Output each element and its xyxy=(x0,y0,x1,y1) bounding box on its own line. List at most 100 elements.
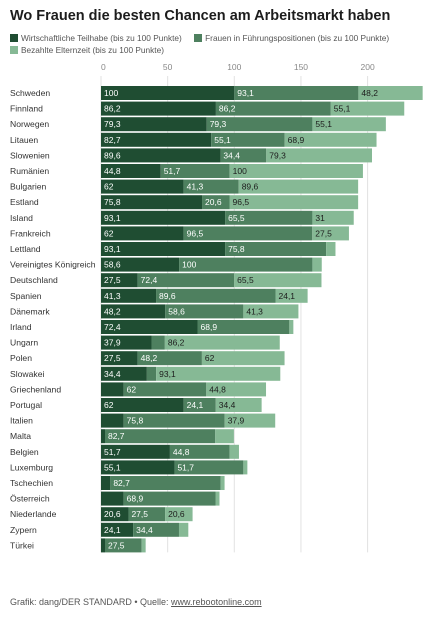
bar-segment xyxy=(101,460,175,475)
bar-segment xyxy=(156,288,276,303)
category-label-polen: Polen xyxy=(10,353,32,363)
legend-item-wirtschaftliche-teilhabe: Wirtschaftliche Teilhabe (bis zu 100 Pun… xyxy=(10,32,182,44)
legend-swatch xyxy=(10,46,18,54)
bar-value-label: 55,1 xyxy=(315,119,332,129)
bar-segment xyxy=(104,429,216,444)
category-label-island: Island xyxy=(10,213,33,223)
category-label-spanien: Spanien xyxy=(10,291,42,301)
source-link[interactable]: www.rebootonline.com xyxy=(171,597,262,607)
bar-value-label: 20,6 xyxy=(168,509,185,519)
legend-label: Wirtschaftliche Teilhabe (bis zu 100 Pun… xyxy=(21,33,182,43)
bar-segment xyxy=(123,491,216,506)
legend-label: Frauen in Führungspositionen (bis zu 100… xyxy=(205,33,390,43)
bar-segment xyxy=(174,460,244,475)
chart-title: Wo Frauen die besten Chancen am Arbeitsm… xyxy=(10,8,391,24)
bar-value-label: 34,4 xyxy=(219,400,236,410)
legend-swatch xyxy=(194,34,203,42)
category-label-irland: Irland xyxy=(10,322,32,332)
bar-value-label: 62 xyxy=(127,384,137,394)
bar-value-label: 100 xyxy=(104,88,118,98)
bar-segment xyxy=(101,226,184,241)
bar-value-label: 55,1 xyxy=(104,462,121,472)
bar-segment xyxy=(229,444,239,459)
bar-segment xyxy=(160,164,230,178)
bar-segment xyxy=(101,398,184,412)
bar-value-label: 93,1 xyxy=(237,88,254,98)
bar-value-label: 72,4 xyxy=(104,322,121,332)
bar-segment xyxy=(101,257,180,272)
bar-segment xyxy=(101,351,138,366)
category-label-malta: Malta xyxy=(10,431,31,441)
bar-segment xyxy=(243,460,248,475)
bar-value-label: 27,5 xyxy=(108,540,125,550)
bar-value-label: 58,6 xyxy=(104,260,121,270)
bar-value-label: 79,3 xyxy=(210,119,227,129)
bar-segment xyxy=(101,101,216,116)
bar-segment xyxy=(330,101,405,116)
bar-segment xyxy=(101,210,226,225)
bar-value-label: 62 xyxy=(104,182,114,192)
category-label-luxemburg: Luxemburg xyxy=(10,462,53,472)
bar-value-label: 31 xyxy=(315,213,325,223)
bar-value-label: 100 xyxy=(182,260,196,270)
bar-value-label: 96,5 xyxy=(233,197,250,207)
bar-value-label: 86,2 xyxy=(168,338,185,348)
category-label-ungarn: Ungarn xyxy=(10,338,38,348)
bar-value-label: 68,9 xyxy=(288,135,305,145)
bar-segment xyxy=(101,242,226,256)
x-tick-label: 0 xyxy=(101,62,106,72)
footer-credit: Grafik: dang/DER STANDARD • Quelle: www.… xyxy=(10,597,262,607)
bar-value-label: 75,8 xyxy=(228,244,245,254)
bar-value-label: 37,9 xyxy=(228,416,245,426)
bar-value-label: 93,1 xyxy=(159,369,176,379)
bar-segment xyxy=(165,304,244,319)
bar-value-label: 72,4 xyxy=(141,275,158,285)
bar-segment xyxy=(123,382,207,397)
bar-value-label: 48,2 xyxy=(361,88,378,98)
legend-swatch xyxy=(10,34,18,42)
bar-segment xyxy=(101,86,235,100)
bar-value-label: 41,3 xyxy=(246,306,263,316)
bar-value-label: 65,5 xyxy=(237,275,254,285)
bar-segment xyxy=(289,320,294,334)
bar-segment xyxy=(151,335,165,350)
bar-value-label: 27,5 xyxy=(104,353,121,363)
category-label-griechenland: Griechenland xyxy=(10,384,61,394)
category-label-deutschland: Deutschland xyxy=(10,275,58,285)
bar-segment xyxy=(312,117,386,132)
bar-segment xyxy=(101,132,212,147)
bar-segment xyxy=(137,351,202,366)
bar-value-label: 100 xyxy=(233,166,247,176)
bar-segment xyxy=(101,507,129,522)
bar-value-label: 89,6 xyxy=(159,291,176,301)
bar-segment xyxy=(101,429,105,444)
category-label-bulgarien: Bulgarien xyxy=(10,182,47,192)
bar-segment xyxy=(215,429,234,444)
bar-segment xyxy=(133,522,179,537)
bar-value-label: 82,7 xyxy=(108,431,125,441)
category-label-osterreich: Österreich xyxy=(10,494,50,504)
bar-segment xyxy=(312,226,349,241)
bar-segment xyxy=(101,366,147,381)
bar-segment xyxy=(202,195,230,210)
bar-segment xyxy=(101,538,105,553)
bar-value-label: 75,8 xyxy=(127,416,144,426)
category-label-lettland: Lettland xyxy=(10,244,41,254)
bar-segment xyxy=(179,257,313,272)
bar-segment xyxy=(220,148,267,163)
legend-item-fuehrungspositionen: Frauen in Führungspositionen (bis zu 100… xyxy=(194,32,389,44)
bar-value-label: 34,4 xyxy=(223,150,240,160)
bar-segment xyxy=(215,491,220,506)
bar-value-label: 93,1 xyxy=(104,213,121,223)
bar-value-label: 27,5 xyxy=(131,509,148,519)
bar-segment xyxy=(358,86,423,100)
bar-segment xyxy=(128,507,166,522)
bar-value-label: 89,6 xyxy=(242,182,259,192)
category-label-schweden: Schweden xyxy=(10,88,50,98)
bar-segment xyxy=(104,538,142,553)
bar-value-label: 82,7 xyxy=(113,478,130,488)
bar-segment xyxy=(225,242,327,256)
bar-segment xyxy=(101,288,157,303)
legend-item-elternzeit: Bezahlte Elternzeit (bis zu 100 Punkte) xyxy=(10,44,164,56)
